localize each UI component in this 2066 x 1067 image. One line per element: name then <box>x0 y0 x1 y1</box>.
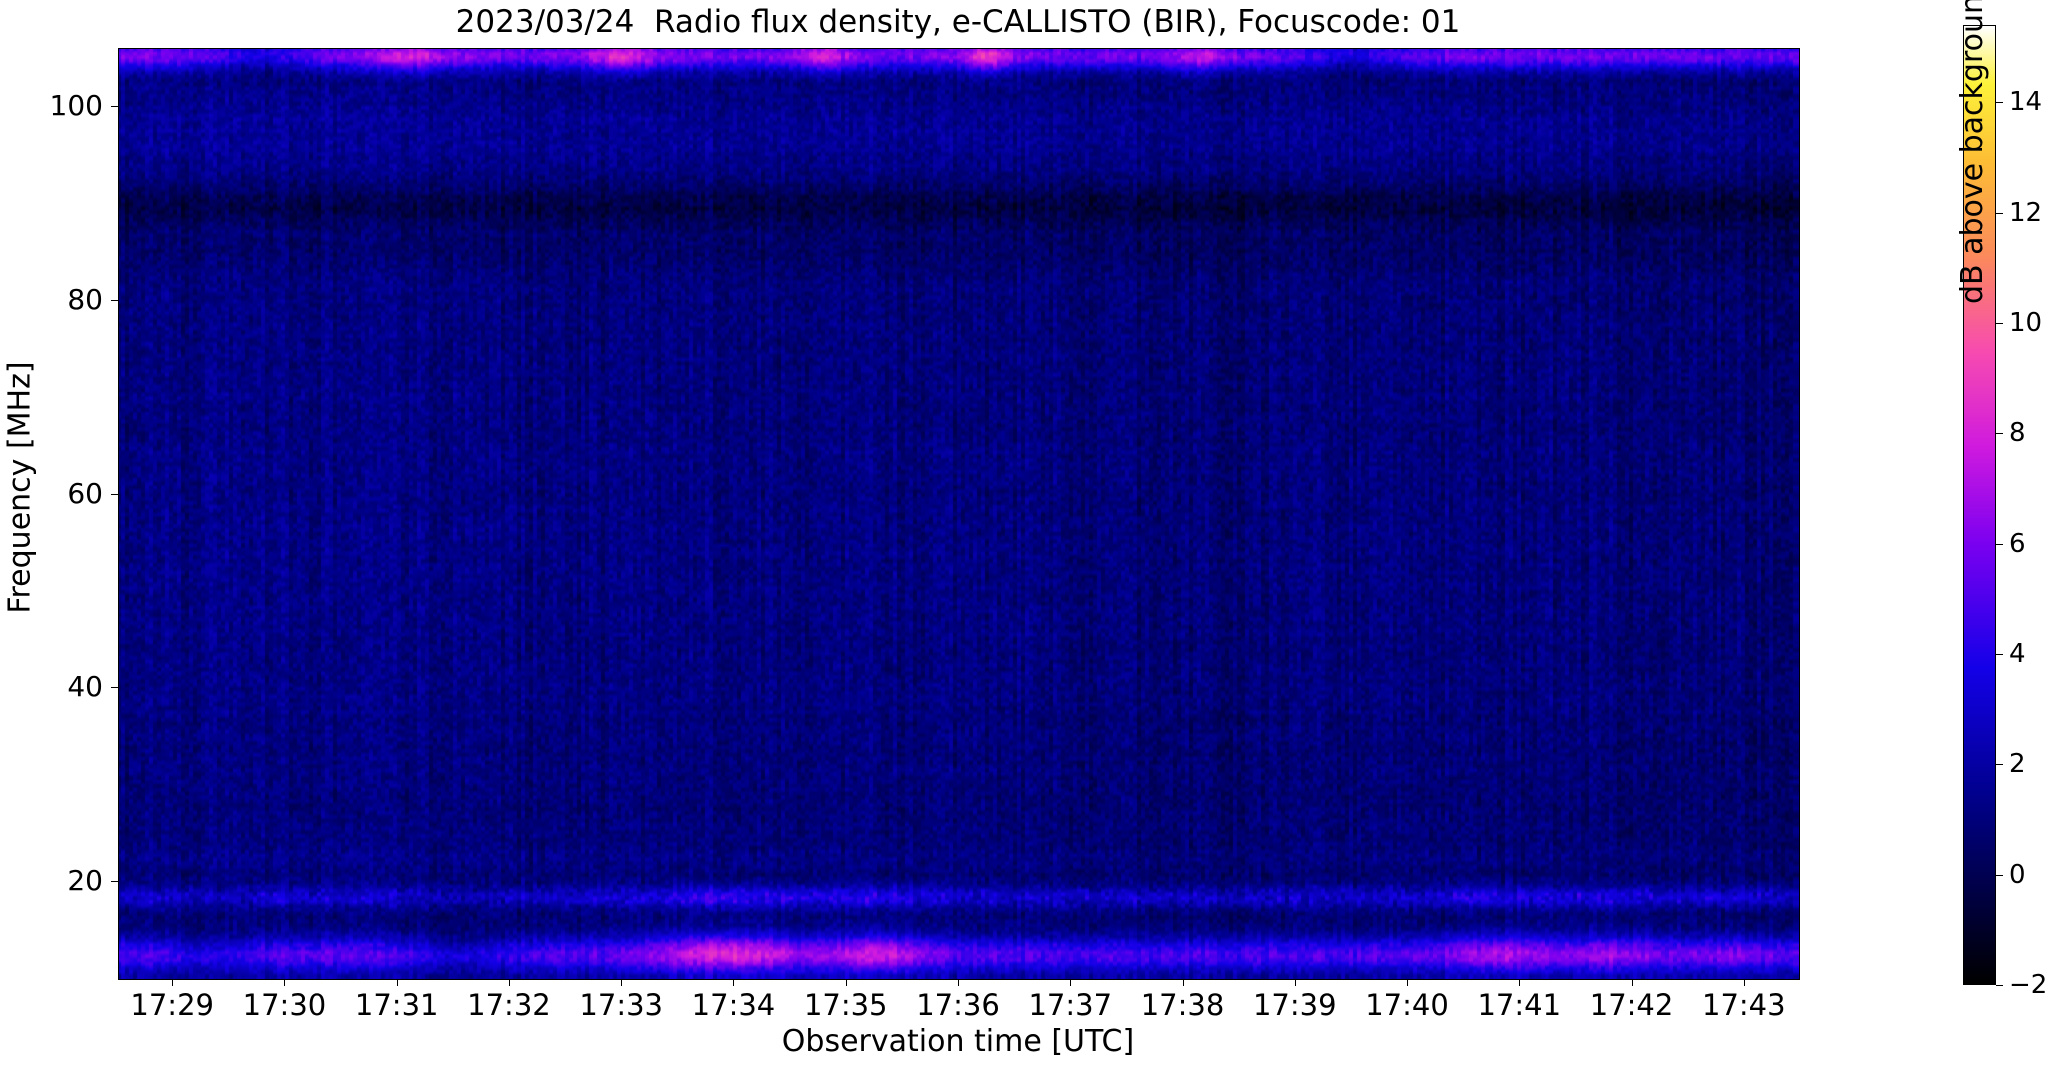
y-tick-mark <box>111 881 118 883</box>
colorbar-tick-label: 12 <box>2009 197 2043 228</box>
y-tick-mark <box>111 687 118 689</box>
figure-title: 2023/03/24 Radio flux density, e-CALLIST… <box>455 4 1461 40</box>
colorbar-tick-mark <box>1996 212 2003 214</box>
colorbar-tick-label: 8 <box>2009 418 2026 449</box>
x-tick-label: 17:37 <box>1028 988 1113 1022</box>
x-tick-mark <box>508 979 510 986</box>
x-tick-mark <box>172 979 174 986</box>
colorbar-group: 14 12 10 8 6 4 2 0 −2 <box>1963 25 2047 998</box>
colorbar-tick-mark <box>1996 653 2003 655</box>
y-tick-label: 60 <box>67 476 103 510</box>
colorbar-tick-label: −2 <box>2009 970 2048 1000</box>
colorbar-tick-label: 4 <box>2009 638 2026 669</box>
y-tick-mark <box>111 493 118 495</box>
y-tick-label: 80 <box>67 282 103 316</box>
colorbar-tick-mark <box>1996 764 2003 766</box>
colorbar-label: dB above background <box>1955 0 1990 305</box>
y-tick-label: 100 <box>49 89 103 123</box>
spectrogram-image <box>119 49 1799 979</box>
x-tick-label: 17:32 <box>467 988 551 1022</box>
x-axis-label: Observation time [UTC] <box>781 1024 1135 1059</box>
x-tick-mark <box>621 979 623 986</box>
y-axis-label: Frequency [MHz] <box>2 361 38 614</box>
x-tick-mark <box>1182 979 1184 986</box>
colorbar-tick-mark <box>1996 102 2003 104</box>
x-tick-label: 17:33 <box>579 988 663 1022</box>
colorbar-tick-label: 14 <box>2009 87 2043 118</box>
colorbar-tick-mark <box>1996 874 2003 876</box>
y-tick-label: 40 <box>67 670 103 704</box>
x-tick-mark <box>1070 979 1072 986</box>
x-tick-label: 17:38 <box>1140 988 1225 1022</box>
x-tick-label: 17:43 <box>1702 988 1786 1022</box>
x-tick-label: 17:30 <box>242 988 327 1022</box>
x-tick-mark <box>1294 979 1296 986</box>
x-tick-label: 17:39 <box>1252 988 1337 1022</box>
colorbar-tick-mark <box>1996 322 2003 324</box>
y-tick-label: 20 <box>67 864 103 898</box>
colorbar-tick-label: 10 <box>2009 307 2043 338</box>
spectrogram-axes <box>118 48 1800 980</box>
x-tick-label: 17:31 <box>354 988 439 1022</box>
x-tick-mark <box>1407 979 1409 986</box>
x-tick-label: 17:41 <box>1477 988 1562 1022</box>
y-tick-mark <box>111 299 118 301</box>
x-tick-mark <box>1519 979 1521 986</box>
colorbar-tick-label: 0 <box>2009 859 2026 890</box>
colorbar-tick-label: 6 <box>2009 528 2026 559</box>
x-tick-label: 17:29 <box>130 988 214 1022</box>
x-tick-mark <box>845 979 847 986</box>
colorbar-tick-mark <box>1996 543 2003 545</box>
x-tick-mark <box>1743 979 1745 986</box>
x-tick-label: 17:35 <box>803 988 888 1022</box>
x-tick-mark <box>396 979 398 986</box>
x-tick-mark <box>284 979 286 986</box>
x-tick-mark <box>958 979 959 986</box>
x-tick-mark <box>1631 979 1633 986</box>
x-tick-label: 17:36 <box>916 988 1000 1022</box>
x-tick-mark <box>733 979 735 986</box>
colorbar-tick-label: 2 <box>2009 749 2026 780</box>
x-tick-label: 17:34 <box>691 988 776 1022</box>
colorbar-tick-mark <box>1996 433 2003 435</box>
x-tick-label: 17:42 <box>1589 988 1674 1022</box>
colorbar-tick-mark <box>1996 985 2003 986</box>
x-tick-label: 17:40 <box>1365 988 1449 1022</box>
y-tick-mark <box>111 106 118 108</box>
colorbar-gradient <box>1963 25 1996 985</box>
